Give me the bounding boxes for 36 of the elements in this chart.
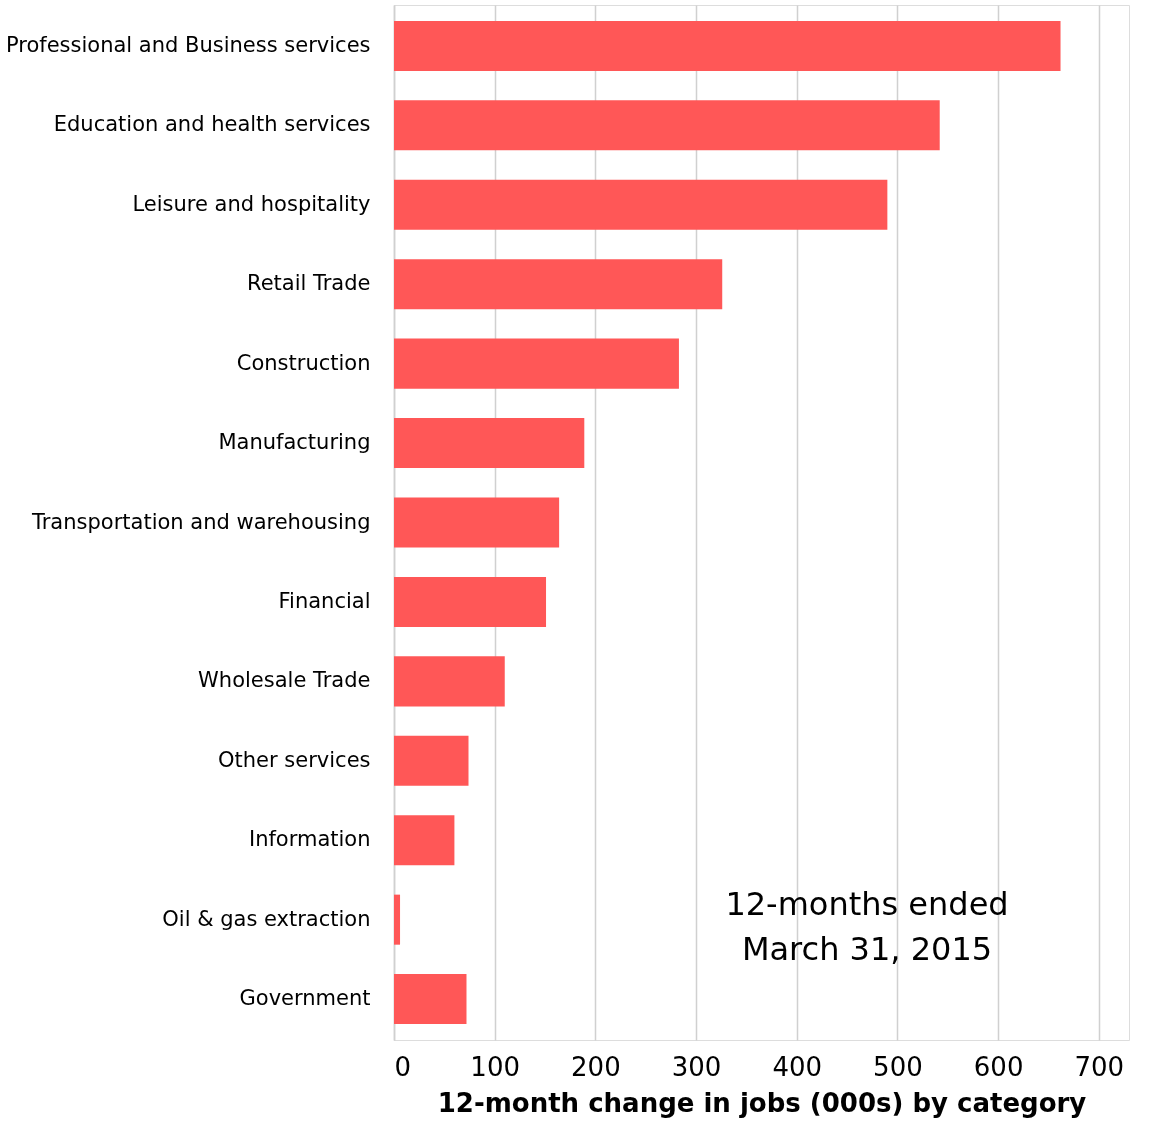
bar [394, 576, 547, 627]
bar [394, 497, 560, 548]
y-tick-label: Manufacturing [218, 430, 371, 455]
x-tick-label: 0 [394, 1051, 412, 1082]
bar [394, 100, 940, 151]
x-tick-label: 100 [470, 1051, 521, 1082]
x-tick-label: 400 [772, 1051, 823, 1082]
bar [394, 894, 401, 945]
bar [394, 735, 469, 786]
bar [394, 338, 679, 389]
bar [394, 656, 505, 707]
y-tick-label: Transportation and warehousing [30, 509, 371, 534]
y-tick-label: Information [248, 827, 371, 852]
y-tick-label: Wholesale Trade [198, 668, 371, 693]
y-tick-label: Construction [236, 350, 371, 375]
annotation: 12-months ended March 31, 2015 [725, 885, 1009, 968]
y-tick-label: Other services [218, 747, 371, 772]
y-tick-label: Financial [278, 588, 371, 613]
y-tick-label: Education and health services [53, 112, 371, 137]
x-tick-label: 200 [571, 1051, 621, 1082]
bar [394, 179, 888, 230]
bar [394, 259, 723, 310]
x-tick-label: 600 [973, 1051, 1024, 1082]
bar [394, 418, 585, 469]
x-axis-title: 12-month change in jobs (000s) by category [437, 1087, 1087, 1118]
y-tick-label: Oil & gas extraction [162, 906, 371, 931]
y-tick-label: Government [239, 986, 371, 1011]
bar [394, 974, 467, 1025]
y-tick-label: Leisure and hospitality [132, 191, 371, 216]
bar [394, 815, 455, 866]
x-tick-label: 300 [671, 1051, 722, 1082]
y-tick-label: Retail Trade [246, 271, 371, 296]
bar [394, 20, 1061, 71]
x-tick-label: 700 [1074, 1051, 1125, 1082]
x-tick-label: 500 [873, 1051, 923, 1082]
y-tick-label: Professional and Business services [5, 32, 371, 57]
